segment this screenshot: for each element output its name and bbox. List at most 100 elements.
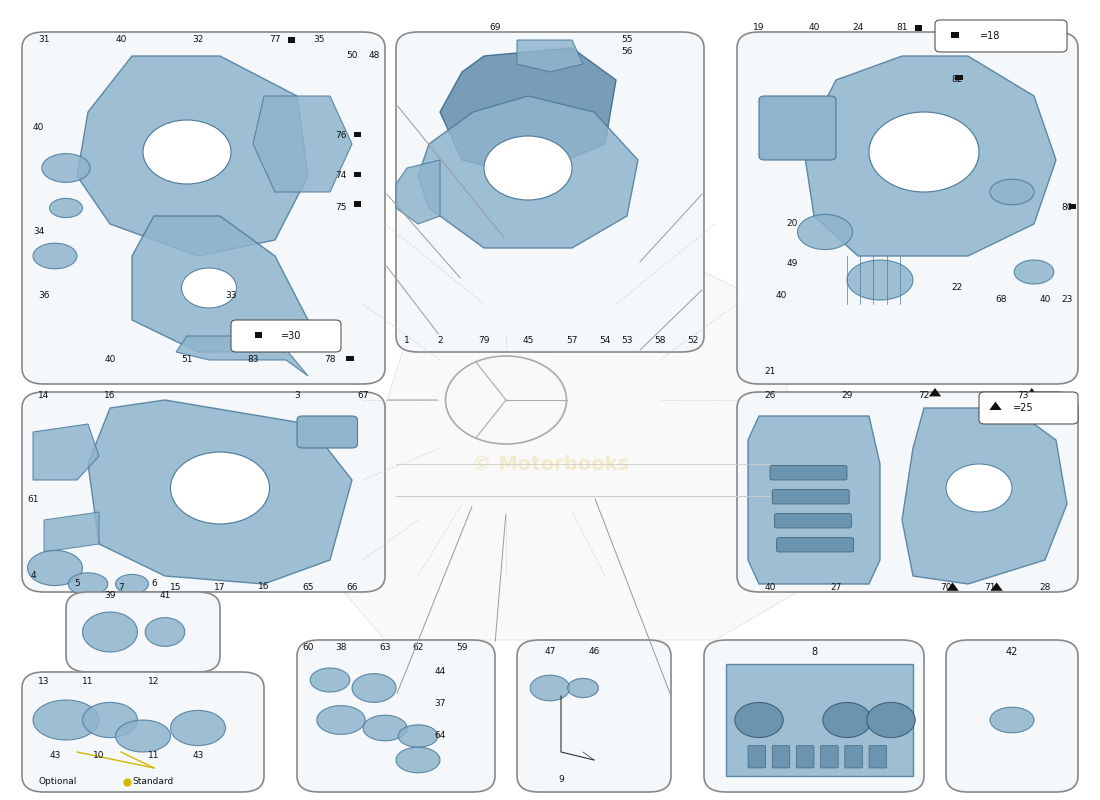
- Text: 48: 48: [368, 51, 379, 61]
- Polygon shape: [798, 214, 852, 250]
- Text: 74: 74: [336, 171, 346, 181]
- FancyBboxPatch shape: [979, 392, 1078, 424]
- Polygon shape: [116, 720, 170, 752]
- Bar: [955, 74, 964, 80]
- Text: 63: 63: [379, 643, 390, 653]
- Text: 26: 26: [764, 391, 776, 401]
- Text: 76: 76: [336, 131, 346, 141]
- Polygon shape: [68, 573, 108, 595]
- Polygon shape: [990, 707, 1034, 733]
- FancyBboxPatch shape: [396, 32, 704, 352]
- Polygon shape: [82, 612, 138, 652]
- Text: 64: 64: [434, 731, 446, 741]
- FancyBboxPatch shape: [66, 592, 220, 672]
- FancyBboxPatch shape: [748, 746, 766, 768]
- Text: 7: 7: [118, 583, 124, 593]
- Circle shape: [143, 120, 231, 184]
- Polygon shape: [726, 664, 913, 776]
- Circle shape: [823, 702, 871, 738]
- Text: 17: 17: [214, 583, 225, 593]
- Text: 61: 61: [28, 495, 38, 505]
- Polygon shape: [1014, 260, 1054, 284]
- Text: 11: 11: [82, 677, 94, 686]
- Polygon shape: [42, 154, 90, 182]
- Text: 62: 62: [412, 643, 424, 653]
- Text: 40: 40: [764, 583, 776, 593]
- Text: 83: 83: [248, 355, 258, 365]
- Polygon shape: [990, 582, 1003, 590]
- Text: 34: 34: [33, 227, 44, 237]
- Polygon shape: [82, 702, 138, 738]
- Text: 31: 31: [39, 35, 50, 45]
- Text: 55: 55: [621, 35, 632, 45]
- Text: 12: 12: [148, 677, 159, 686]
- FancyBboxPatch shape: [796, 746, 814, 768]
- Text: 40: 40: [1040, 295, 1050, 305]
- Polygon shape: [310, 668, 350, 692]
- Circle shape: [735, 702, 783, 738]
- Text: 71: 71: [984, 583, 996, 593]
- Text: 36: 36: [39, 291, 50, 301]
- Text: 33: 33: [226, 291, 236, 301]
- Polygon shape: [398, 725, 438, 747]
- Text: 41: 41: [160, 591, 170, 601]
- Text: 82: 82: [952, 75, 962, 85]
- Text: 45: 45: [522, 335, 534, 345]
- Text: 20: 20: [786, 219, 798, 229]
- Text: 67: 67: [358, 391, 368, 401]
- FancyBboxPatch shape: [759, 96, 836, 160]
- Text: 80: 80: [1062, 203, 1072, 213]
- FancyBboxPatch shape: [297, 640, 495, 792]
- Text: 72: 72: [918, 391, 930, 401]
- Text: 69: 69: [490, 23, 500, 33]
- Circle shape: [182, 268, 236, 308]
- Text: 16: 16: [258, 582, 270, 591]
- Text: 14: 14: [39, 391, 50, 401]
- Text: 37: 37: [434, 699, 446, 709]
- FancyBboxPatch shape: [517, 640, 671, 792]
- Text: 59: 59: [456, 643, 468, 653]
- Text: 6: 6: [151, 579, 157, 589]
- Text: 60: 60: [302, 643, 313, 653]
- Bar: [915, 25, 922, 30]
- Text: 66: 66: [346, 583, 358, 593]
- Text: 68: 68: [996, 295, 1006, 305]
- Polygon shape: [145, 618, 185, 646]
- FancyBboxPatch shape: [22, 672, 264, 792]
- Text: 52: 52: [688, 335, 698, 345]
- FancyBboxPatch shape: [821, 746, 838, 768]
- Text: 1: 1: [404, 335, 410, 345]
- Text: 35: 35: [314, 35, 324, 45]
- Text: Optional: Optional: [39, 777, 77, 786]
- Text: 78: 78: [324, 355, 336, 365]
- Polygon shape: [928, 388, 942, 396]
- Text: 11: 11: [148, 751, 159, 761]
- FancyBboxPatch shape: [770, 466, 847, 480]
- Polygon shape: [396, 747, 440, 773]
- Text: =25: =25: [1013, 403, 1033, 413]
- Polygon shape: [418, 96, 638, 248]
- Text: 32: 32: [192, 35, 204, 45]
- Polygon shape: [132, 216, 308, 352]
- Text: 43: 43: [192, 751, 204, 761]
- Polygon shape: [803, 56, 1056, 256]
- Text: 44: 44: [434, 667, 446, 677]
- Text: 23: 23: [1062, 295, 1072, 305]
- Circle shape: [867, 702, 915, 738]
- Polygon shape: [847, 260, 913, 300]
- Polygon shape: [44, 512, 99, 552]
- Circle shape: [484, 136, 572, 200]
- Text: 75: 75: [336, 203, 346, 213]
- Text: 24: 24: [852, 23, 864, 33]
- Bar: [354, 171, 361, 177]
- Polygon shape: [440, 48, 616, 176]
- FancyBboxPatch shape: [297, 416, 358, 448]
- Bar: [354, 131, 361, 138]
- Polygon shape: [748, 416, 880, 584]
- Text: 21: 21: [764, 367, 776, 377]
- Circle shape: [170, 452, 270, 524]
- Polygon shape: [363, 715, 407, 741]
- Text: 40: 40: [808, 23, 820, 33]
- Text: 5: 5: [74, 579, 80, 589]
- Text: 47: 47: [544, 647, 556, 657]
